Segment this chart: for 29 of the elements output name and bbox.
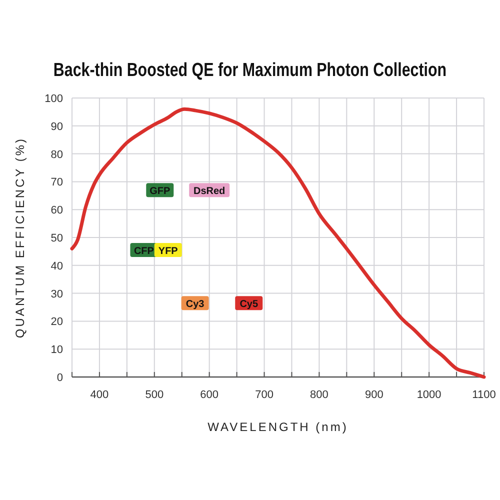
y-axis-title: QUANTUM EFFICIENCY (%) (13, 136, 27, 338)
y-tick-label: 70 (50, 176, 63, 189)
annotation: YFP (158, 246, 178, 258)
x-tick-label: 1100 (472, 389, 496, 401)
chart-title: Back-thin Boosted QE for Maximum Photon Collection (53, 58, 447, 80)
annotation: Cy3 (186, 299, 205, 310)
y-tick-label: 80 (50, 148, 63, 161)
annotation: Cy5 (240, 299, 258, 310)
x-tick-label: 1000 (416, 389, 442, 401)
y-tick-label: 90 (50, 120, 63, 133)
y-tick-label: 60 (50, 204, 63, 217)
annotation: CFP (134, 246, 154, 258)
x-tick-label: 400 (90, 389, 109, 401)
y-tick-label: 10 (50, 344, 63, 356)
x-tick-label: 700 (255, 389, 274, 401)
x-tick-label: 600 (200, 389, 219, 401)
line-series (70, 107, 486, 379)
x-tick-label: 900 (364, 389, 384, 401)
annotation: DsRed (193, 186, 226, 198)
x-axis-title: WAVELENGTH (nm) (208, 420, 348, 434)
y-tick-label: 50 (50, 232, 63, 244)
annotation: GFP (150, 186, 170, 198)
x-tick-label: 500 (145, 389, 164, 401)
y-tick-label: 30 (50, 288, 63, 300)
y-tick-label: 40 (50, 260, 63, 272)
y-tick-label: 20 (50, 316, 63, 328)
y-tick-label: 0 (56, 372, 63, 384)
x-tick-label: 800 (310, 389, 328, 401)
y-tick-label: 100 (44, 93, 63, 105)
